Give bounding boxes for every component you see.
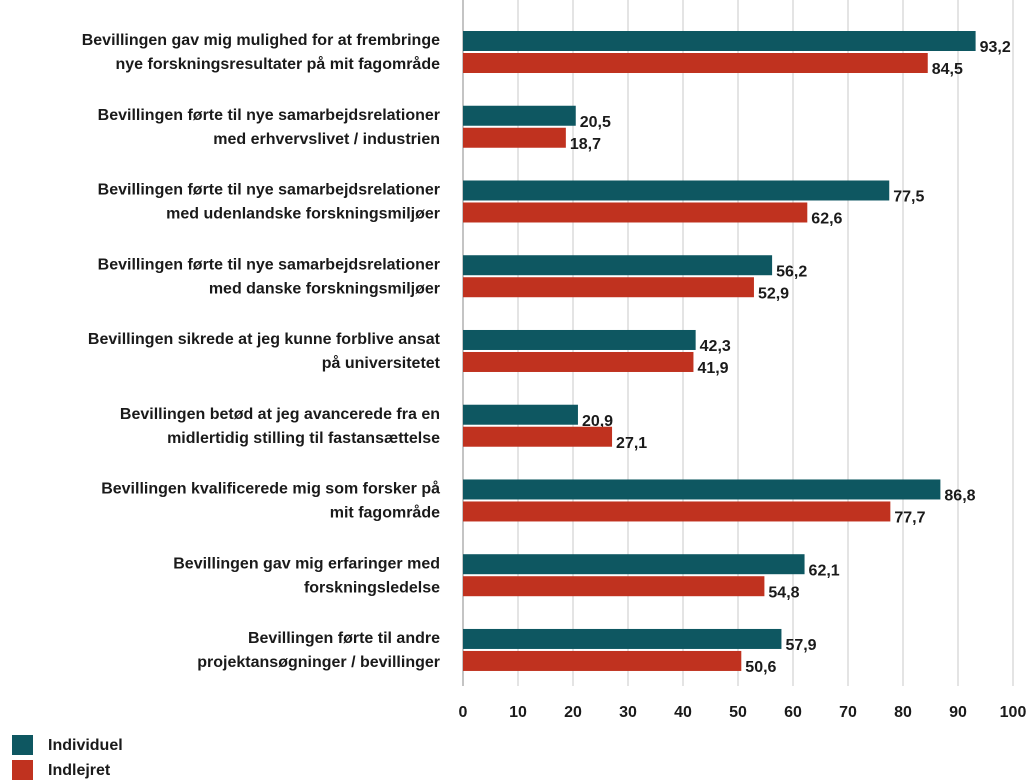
bar (463, 628, 782, 649)
category-label: midlertidig stilling til fastansættelse (167, 430, 440, 447)
x-tick-label: 40 (674, 704, 692, 721)
category-label: Bevillingen førte til nye samarbejdsrela… (98, 256, 440, 273)
bar (463, 329, 696, 350)
value-label: 20,5 (580, 114, 611, 131)
x-tick-label: 60 (784, 704, 802, 721)
value-label: 56,2 (776, 263, 807, 280)
value-label: 52,9 (758, 285, 789, 302)
category-label: med erhvervslivet / industrien (213, 131, 440, 148)
x-tick-label: 80 (894, 704, 912, 721)
category-label: Bevillingen betød at jeg avancerede fra … (120, 406, 440, 423)
category-label: projektansøgninger / bevillinger (197, 654, 440, 671)
value-label: 77,7 (894, 510, 925, 527)
value-label: 62,6 (811, 211, 842, 228)
category-label: med danske forskningsmiljøer (209, 280, 440, 297)
value-label: 84,5 (932, 61, 963, 78)
category-label: Bevillingen førte til nye samarbejdsrela… (98, 182, 440, 199)
bar (463, 31, 976, 51)
bar (463, 127, 566, 148)
category-label: med udenlandske forskningsmiljøer (166, 206, 440, 223)
bar (463, 351, 694, 372)
value-label: 50,6 (745, 659, 776, 676)
category-label: mit fagområde (330, 504, 440, 522)
value-label: 42,3 (700, 338, 731, 355)
value-label: 77,5 (893, 189, 924, 206)
legend-swatch (12, 760, 33, 780)
bar (463, 255, 773, 276)
x-tick-label: 0 (459, 704, 468, 721)
legend-swatch (12, 735, 33, 755)
category-label: Bevillingen sikrede at jeg kunne forbliv… (88, 331, 441, 348)
value-label: 18,7 (570, 136, 601, 153)
value-label: 93,2 (980, 39, 1011, 56)
value-label: 62,1 (809, 562, 840, 579)
x-tick-label: 70 (839, 704, 857, 721)
bar (463, 404, 578, 425)
value-label: 86,8 (944, 488, 975, 505)
bar (463, 576, 765, 597)
bar (463, 554, 805, 575)
value-label: 27,1 (616, 435, 647, 452)
bar (463, 105, 576, 126)
category-label: på universitetet (322, 354, 441, 372)
value-label: 57,9 (785, 637, 816, 654)
category-label: Bevillingen kvalificerede mig som forske… (101, 480, 440, 498)
category-label: Bevillingen førte til nye samarbejdsrela… (98, 107, 440, 124)
value-label: 20,9 (582, 413, 613, 430)
category-label: Bevillingen gav mig erfaringer med (173, 555, 440, 572)
bar (463, 277, 754, 298)
category-label: Bevillingen førte til andre (248, 630, 440, 647)
value-label: 41,9 (697, 360, 728, 377)
category-label: Bevillingen gav mig mulighed for at frem… (82, 32, 440, 49)
bar (463, 202, 808, 223)
category-label: forskningsledelse (304, 579, 440, 596)
value-label: 54,8 (768, 584, 799, 601)
x-tick-label: 100 (1000, 704, 1027, 721)
x-tick-label: 50 (729, 704, 747, 721)
bar (463, 650, 742, 671)
bar (463, 53, 928, 73)
x-tick-label: 90 (949, 704, 967, 721)
legend-label: Individuel (48, 737, 123, 754)
legend-label: Indlejret (48, 762, 111, 779)
bar (463, 180, 890, 201)
x-tick-label: 10 (509, 704, 527, 721)
bar (463, 426, 613, 447)
x-tick-label: 20 (564, 704, 582, 721)
bar (463, 479, 941, 500)
category-label: nye forskningsresultater på mit fagområd… (115, 55, 440, 73)
bar (463, 501, 891, 522)
x-tick-label: 30 (619, 704, 637, 721)
